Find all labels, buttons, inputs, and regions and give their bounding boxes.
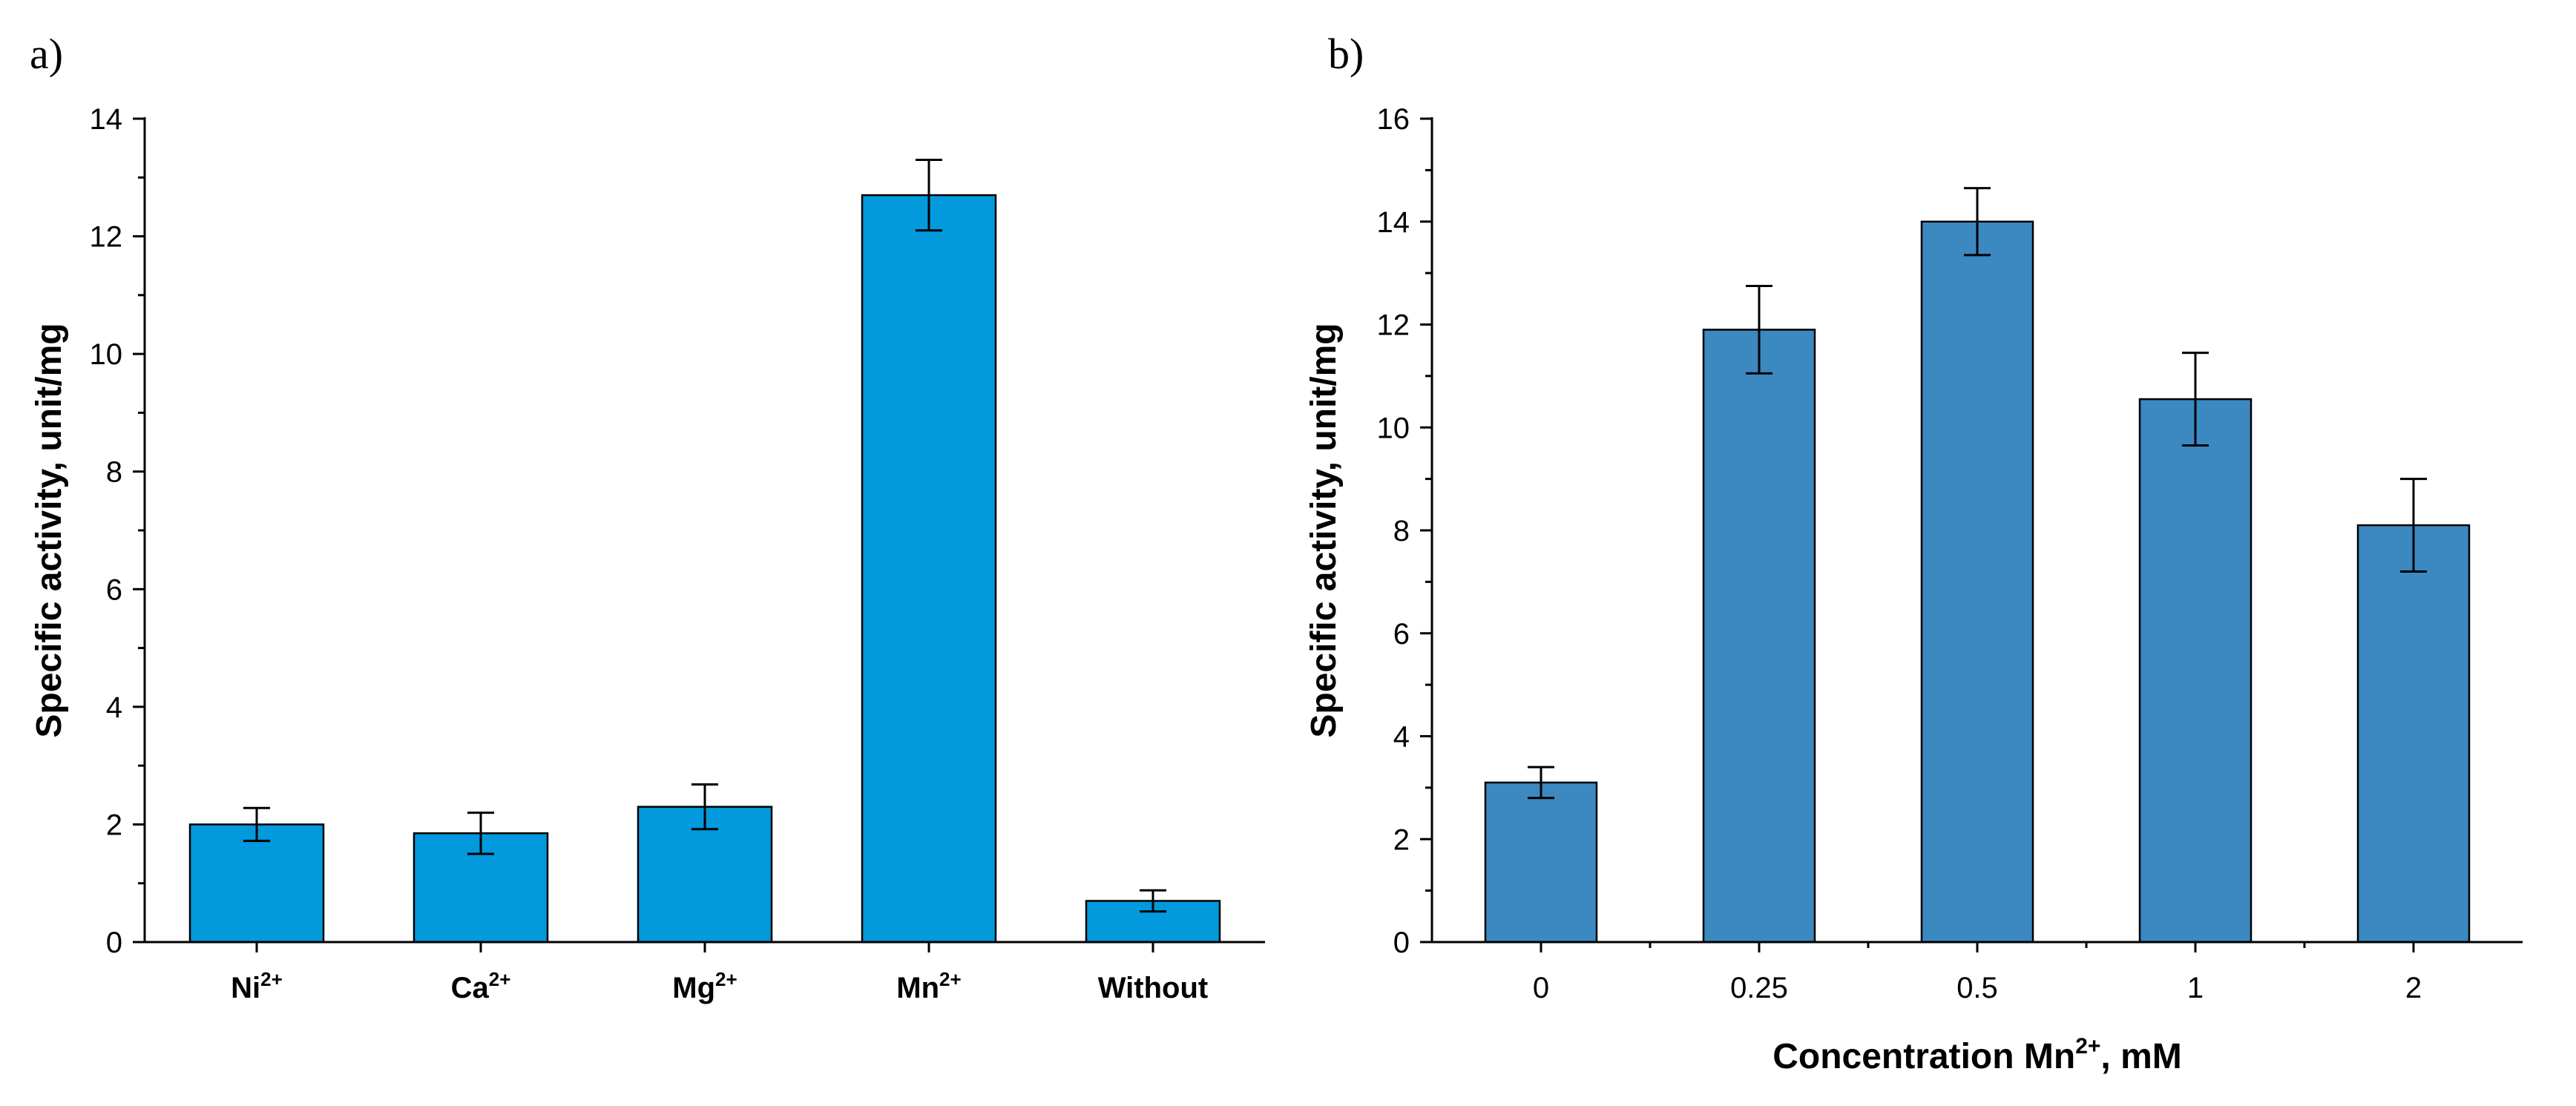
- y-tick-label: 0: [106, 926, 122, 959]
- x-category-label: 0.5: [1956, 972, 1998, 1004]
- y-tick-label: 6: [106, 573, 122, 606]
- y-tick-label: 8: [106, 456, 122, 489]
- x-category-label: 1: [2187, 972, 2204, 1004]
- category-superscript: 2+: [489, 968, 511, 990]
- y-tick-label: 12: [90, 221, 123, 254]
- category-name: Mg: [672, 972, 715, 1004]
- category-name: Ni: [231, 972, 260, 1004]
- category-name: 0.5: [1956, 972, 1998, 1004]
- x-category-label: 0: [1533, 972, 1549, 1004]
- panel-b-label: b): [1328, 30, 1364, 78]
- x-category-label: Without: [1098, 972, 1208, 1004]
- x-axis-title-superscript: 2+: [2075, 1034, 2100, 1059]
- category-superscript: 2+: [715, 968, 737, 990]
- y-tick-label: 12: [1377, 309, 1410, 342]
- y-tick-label: 6: [1393, 618, 1410, 651]
- bar-3: [1920, 220, 2034, 944]
- y-axis-title: Specific activity, unit/mg: [1304, 323, 1344, 737]
- category-name: 0.25: [1730, 972, 1788, 1004]
- x-category-label: 0.25: [1730, 972, 1788, 1004]
- category-superscript: 2+: [260, 968, 283, 990]
- category-name: 0: [1533, 972, 1549, 1004]
- y-axis-title: Specific activity, unit/mg: [30, 323, 69, 737]
- category-name: 1: [2187, 972, 2204, 1004]
- y-tick-label: 2: [1393, 823, 1410, 856]
- category-name: Ca: [451, 972, 490, 1004]
- bar-4: [861, 194, 997, 944]
- panel-a-label: a): [30, 30, 63, 78]
- category-name: Mn: [896, 972, 939, 1004]
- x-category-label: Mg2+: [672, 968, 737, 1004]
- x-category-label: Ni2+: [231, 968, 283, 1004]
- y-tick-label: 14: [90, 103, 123, 136]
- bar-1: [1484, 781, 1598, 944]
- x-category-label: 2: [2405, 972, 2422, 1004]
- y-tick-label: 4: [1393, 721, 1410, 754]
- bar-2: [1702, 329, 1816, 944]
- x-axis-title-text: Concentration Mn: [1772, 1037, 2075, 1076]
- y-tick-label: 2: [106, 809, 122, 841]
- y-tick-label: 10: [1377, 412, 1410, 444]
- category-name: Without: [1098, 972, 1208, 1004]
- y-tick-label: 10: [90, 338, 123, 371]
- bar-1: [188, 823, 325, 944]
- y-tick-label: 0: [1393, 926, 1410, 959]
- x-category-label: Mn2+: [896, 968, 961, 1004]
- y-tick-label: 4: [106, 691, 122, 724]
- y-tick-label: 16: [1377, 103, 1410, 136]
- category-superscript: 2+: [939, 968, 962, 990]
- x-category-label: Ca2+: [451, 968, 511, 1004]
- bar-4: [2138, 398, 2253, 944]
- y-tick-label: 14: [1377, 206, 1410, 239]
- y-tick-label: 8: [1393, 515, 1410, 547]
- x-axis-title-suffix: , mM: [2100, 1037, 2181, 1076]
- bar-5: [2356, 524, 2471, 944]
- category-name: 2: [2405, 972, 2422, 1004]
- x-axis-title: Concentration Mn2+, mM: [1772, 1034, 2182, 1076]
